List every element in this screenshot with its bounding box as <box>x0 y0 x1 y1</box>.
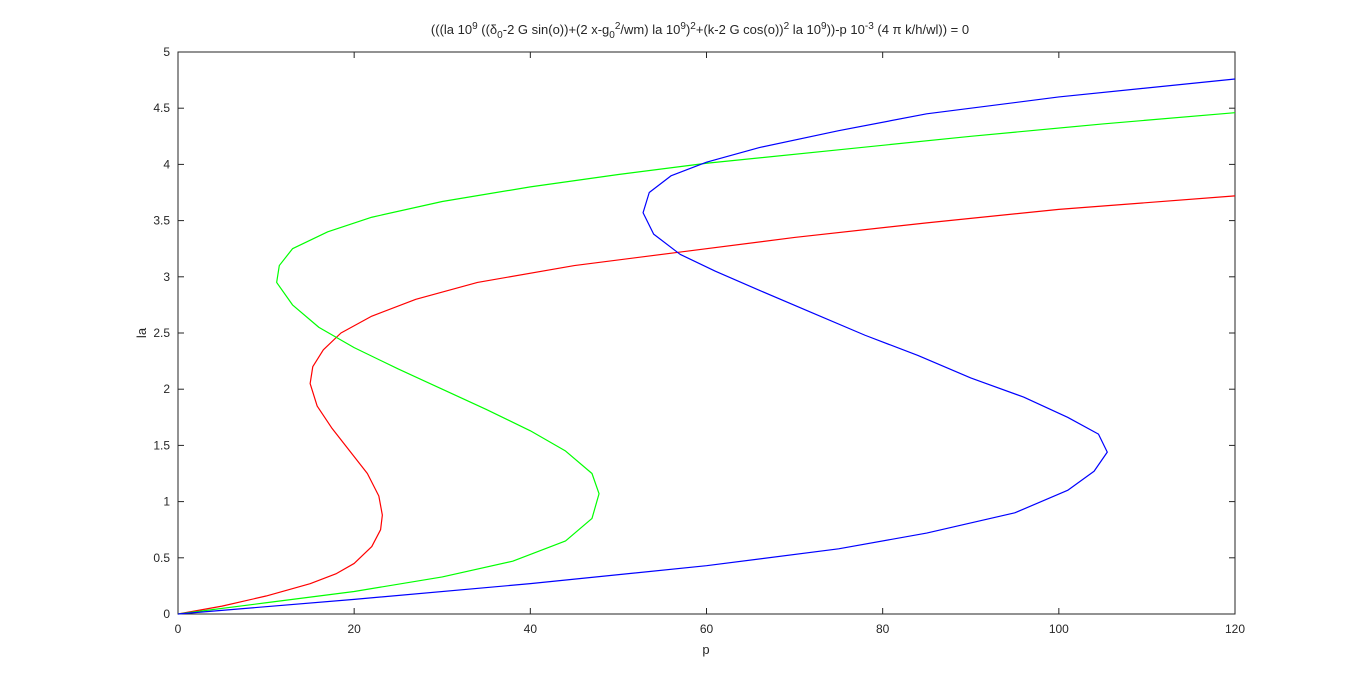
title-segment: 0 <box>497 30 503 41</box>
title-segment: (((la 10 <box>431 22 472 37</box>
y-axis-label: la <box>134 327 149 338</box>
y-tick-label: 2.5 <box>153 326 170 340</box>
y-tick-label: 2 <box>163 382 170 396</box>
title-segment: (4 π k/h/wl)) = 0 <box>874 22 969 37</box>
title-segment: 2 <box>615 21 621 32</box>
data-line <box>177 112 1236 615</box>
x-tick-label: 100 <box>1049 622 1069 636</box>
x-tick-label: 0 <box>175 622 182 636</box>
y-tick-label: 4.5 <box>153 101 170 115</box>
y-tick-label: 0 <box>163 607 170 621</box>
x-tick-label: 40 <box>524 622 538 636</box>
x-tick-label: 60 <box>700 622 714 636</box>
y-tick-label: 4 <box>163 157 170 171</box>
title-segment: 9 <box>472 21 478 32</box>
x-tick-label: 20 <box>347 622 361 636</box>
title-segment: -3 <box>865 21 874 32</box>
x-axis-label: p <box>702 642 709 657</box>
title-segment: 9 <box>680 21 686 32</box>
title-segment: ))-p 10 <box>827 22 865 37</box>
y-tick-label: 5 <box>163 45 170 59</box>
title-segment: 2 <box>690 21 696 32</box>
title-segment: ((δ <box>478 22 498 37</box>
chart-title: (((la 109 ((δ0-2 G sin(o))+(2 x-g02/wm) … <box>431 21 969 41</box>
x-tick-label: 80 <box>876 622 890 636</box>
title-segment: la 10 <box>789 22 821 37</box>
title-segment: 2 <box>784 21 790 32</box>
title-segment: ) <box>686 22 690 37</box>
y-tick-label: 3.5 <box>153 214 170 228</box>
data-line <box>177 78 1236 615</box>
y-tick-label: 1 <box>163 495 170 509</box>
data-line <box>177 195 1236 615</box>
y-tick-label: 1.5 <box>153 438 170 452</box>
title-segment: 9 <box>821 21 827 32</box>
y-tick-label: 0.5 <box>153 551 170 565</box>
x-tick-label: 120 <box>1225 622 1245 636</box>
title-segment: /wm) la 10 <box>620 22 680 37</box>
title-segment: +(k-2 G cos(o)) <box>696 22 784 37</box>
y-tick-label: 3 <box>163 270 170 284</box>
title-segment: 0 <box>609 30 615 41</box>
title-segment: -2 G sin(o))+(2 x-g <box>503 22 610 37</box>
